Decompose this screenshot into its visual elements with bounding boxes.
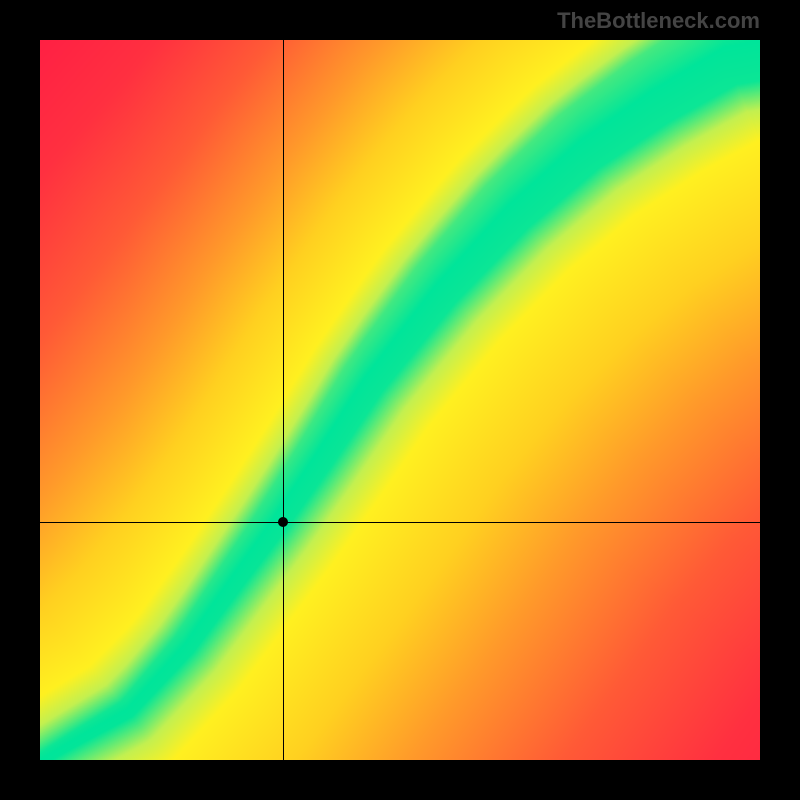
bottleneck-heatmap — [40, 40, 760, 760]
crosshair-vertical — [283, 40, 284, 760]
watermark-text: TheBottleneck.com — [557, 8, 760, 34]
crosshair-horizontal — [40, 522, 760, 523]
heatmap-canvas — [40, 40, 760, 760]
crosshair-marker — [278, 517, 288, 527]
